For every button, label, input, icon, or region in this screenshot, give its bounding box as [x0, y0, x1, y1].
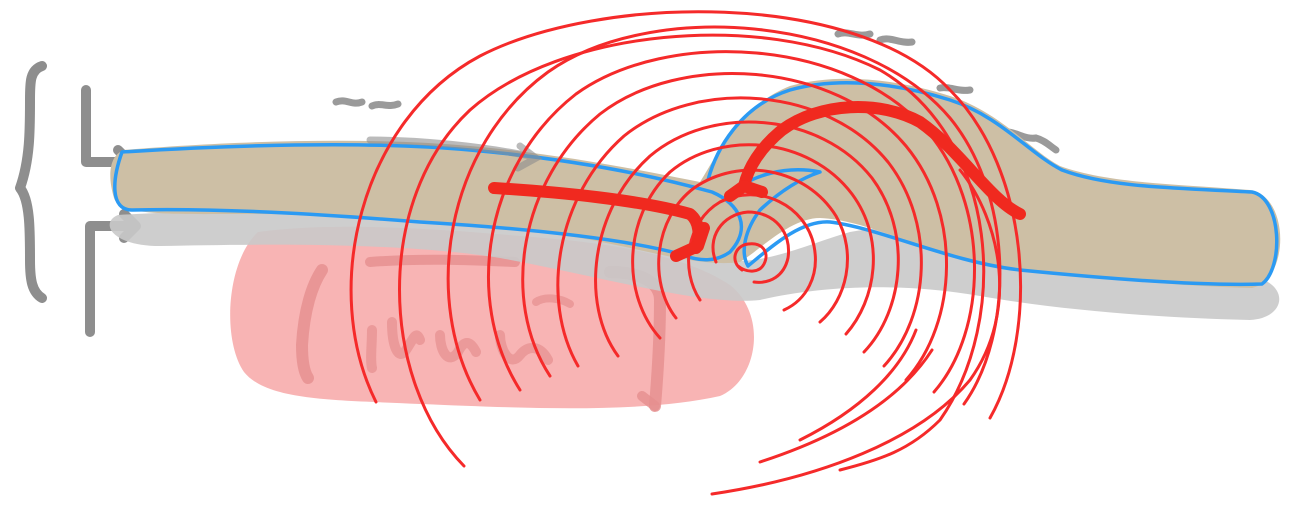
layer-outline-lower [113, 142, 743, 262]
wave-arc-1 [733, 242, 768, 273]
wave-arc-11 [349, 10, 1023, 420]
wave-arc-9 [486, 50, 976, 394]
wave-arc-2 [711, 210, 791, 284]
wave-arc-12 [398, 33, 986, 472]
wave-arc-15 [798, 328, 918, 442]
pink-block-stroke-hook [637, 391, 660, 411]
pink-block-stroke-top [365, 254, 520, 267]
layer-body [110, 78, 1281, 288]
pink-block-stroke-left [295, 264, 328, 384]
wave-arc-14 [758, 348, 934, 464]
upper-bracket-arrow [81, 85, 129, 167]
wave-arc-13 [710, 168, 1002, 496]
wave-arc-6 [594, 120, 900, 358]
wave-arc-7 [556, 96, 923, 368]
wave-arc-5 [631, 143, 875, 340]
curved-arrow-icon [670, 222, 710, 262]
pink-block-scribble-top [532, 294, 574, 308]
curly-brace-icon [15, 61, 47, 303]
curved-arrow-icon [738, 101, 1026, 220]
wave-arc-10 [446, 25, 1002, 406]
layer-shadow [109, 207, 1280, 320]
wave-arc-4 [657, 168, 849, 324]
tilde-mark-right [936, 84, 974, 94]
seismic-waves [349, 10, 1023, 496]
curved-arrow-icon [724, 180, 768, 202]
slip-arrows [488, 101, 1026, 262]
wave-arc-8 [521, 72, 948, 382]
tilde-mark-left [332, 97, 402, 110]
